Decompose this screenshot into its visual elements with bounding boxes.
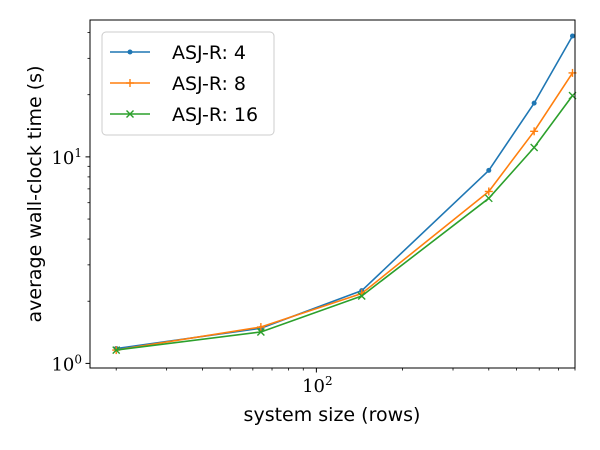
x-axis-label: system size (rows) xyxy=(244,404,421,426)
legend: ASJ-R: 4 ASJ-R: 8 ASJ-R: 16 xyxy=(101,31,275,136)
x-tick-label-1: 102 xyxy=(302,374,333,397)
series-3-point-5 xyxy=(530,143,539,152)
y-tick-label-2: 101 xyxy=(51,146,82,169)
legend-marker-1 xyxy=(127,49,133,55)
y-major-ticks: 100 101 xyxy=(51,146,90,375)
x-major-ticks: 102 xyxy=(302,368,333,397)
series-2-point-5 xyxy=(530,127,539,136)
y-tick-label-1: 100 xyxy=(51,352,82,375)
legend-marker-2 xyxy=(126,79,134,87)
series-1-point-6 xyxy=(569,33,575,39)
series-3-point-2-b xyxy=(256,327,265,336)
series-3-point-1-b xyxy=(112,346,121,355)
series-1-point-5 xyxy=(531,100,537,106)
series-1-point-4 xyxy=(486,167,492,173)
series-3-point-4 xyxy=(484,194,493,203)
legend-frame xyxy=(101,31,275,136)
y-axis-label: average wall-clock time (s) xyxy=(24,66,46,323)
legend-label-3: ASJ-R: 16 xyxy=(172,104,258,126)
legend-marker-3 xyxy=(126,110,134,118)
series-3-point-3-b xyxy=(357,292,366,300)
series-2-point-2 xyxy=(256,323,265,332)
series-3-point-3 xyxy=(357,292,366,300)
legend-label-2: ASJ-R: 8 xyxy=(172,73,246,95)
series-line-2 xyxy=(116,72,574,351)
legend-marker-3-b xyxy=(126,110,134,118)
series-2-point-4 xyxy=(484,187,493,196)
series-3-point-4-b xyxy=(484,194,493,203)
legend-label-1: ASJ-R: 4 xyxy=(172,42,246,64)
series-3-point-2 xyxy=(256,327,265,336)
series-3-point-5-b xyxy=(530,143,539,152)
series-3-point-1 xyxy=(112,346,121,355)
plot-frame xyxy=(89,19,576,369)
legend-entries: ASJ-R: 4 ASJ-R: 8 ASJ-R: 16 xyxy=(110,42,258,126)
series-line-3 xyxy=(116,95,574,351)
